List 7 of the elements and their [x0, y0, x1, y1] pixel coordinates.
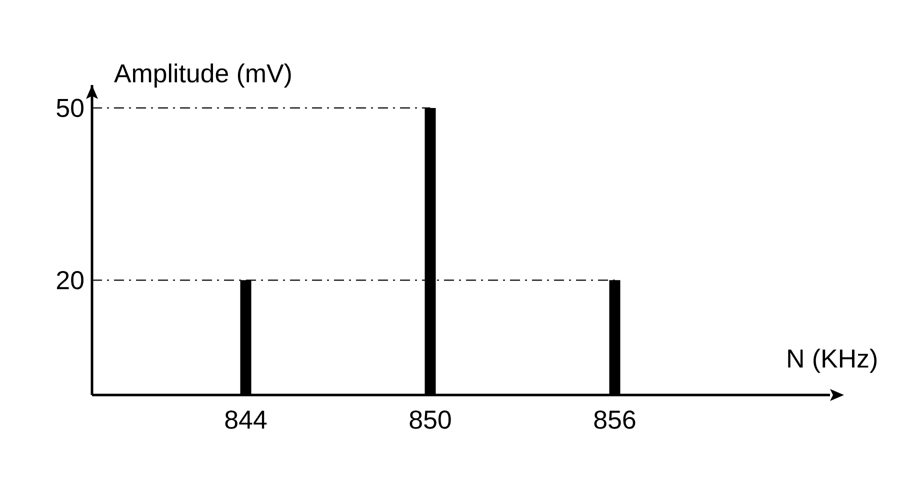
x-axis-title: N (KHz) [788, 348, 877, 373]
x-tick-label: 844 [225, 410, 267, 429]
y-tick-label: 50 [56, 98, 84, 118]
y-tick-label: 20 [56, 270, 84, 290]
x-tick-label: 850 [410, 410, 451, 429]
y-axis-title: Amplitude (mV) [114, 64, 291, 88]
x-tick-label: 856 [594, 410, 636, 429]
